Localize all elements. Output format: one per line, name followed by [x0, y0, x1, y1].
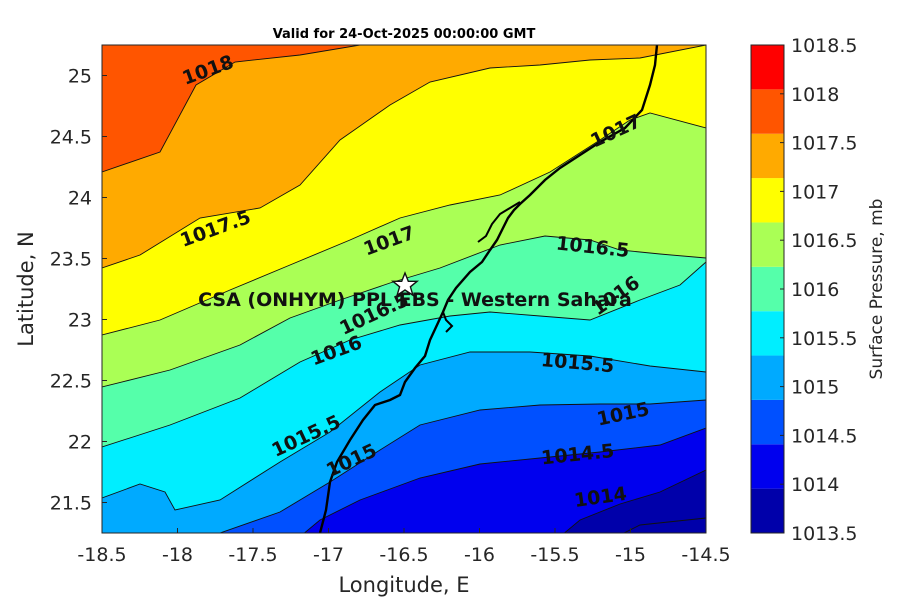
contour-line-1017.5 — [102, 45, 706, 269]
y-tick-label: 23 — [68, 310, 92, 332]
x-tick-label: -15 — [615, 544, 646, 566]
contour-line-1015.5 — [102, 351, 706, 511]
colorbar-swatch — [751, 311, 784, 356]
chart-title: Valid for 24-Oct-2025 00:00:00 GMT — [273, 27, 536, 42]
colorbar-swatch — [751, 222, 784, 267]
colorbar-swatch — [751, 133, 784, 179]
colorbar-tick-label: 1016 — [791, 279, 839, 301]
colorbar-swatch — [751, 89, 784, 134]
colorbar-swatch — [751, 444, 784, 489]
band-1014 — [102, 428, 706, 533]
station-star-icon — [390, 271, 420, 297]
peninsula — [442, 311, 454, 333]
contour-line-1013.5 — [622, 517, 706, 533]
colorbar-tick-label: 1014 — [791, 474, 839, 496]
y-tick-label: 24.5 — [50, 127, 92, 149]
colorbar-tick-label: 1014.5 — [791, 425, 857, 447]
x-tick-label: -16 — [464, 544, 495, 566]
colorbar-tick-label: 1015 — [791, 377, 839, 399]
x-tick-label: -15.5 — [530, 544, 579, 566]
y-axis-ticks: 21.5 22 22.5 23 23.5 24 24.5 25 — [50, 66, 107, 515]
y-tick-label: 22 — [68, 432, 92, 454]
colorbar-tick-label: 1018 — [791, 84, 839, 106]
x-tick-label: -18.5 — [77, 544, 126, 566]
x-axis-label: Longitude, E — [338, 573, 469, 597]
colorbar-tick-label: 1017 — [791, 181, 839, 203]
x-tick-label: -18 — [162, 544, 193, 566]
contour-line-1017 — [102, 112, 706, 336]
station-label: CSA (ONHYM) PPL EBS - Western Sahara — [198, 289, 632, 311]
colorbar-label: Surface Pressure, mb — [867, 199, 887, 380]
contour-line-1016.5 — [102, 235, 706, 388]
x-axis-ticks: -18.5 -18 -17.5 -17 -16.5 -16 -15.5 -15 -14.5 — [77, 528, 731, 566]
contour-line-1016 — [102, 261, 706, 448]
x-tick-label: -17 — [313, 544, 344, 566]
contour-line-1014 — [563, 469, 706, 533]
x-tick-label: -16.5 — [379, 544, 428, 566]
colorbar-swatch — [751, 266, 784, 312]
colorbar-tick-label: 1016.5 — [791, 230, 857, 252]
colorbar-swatch — [751, 45, 784, 90]
colorbar-tick-label: 1013.5 — [791, 523, 857, 545]
y-tick-label: 23.5 — [50, 249, 92, 271]
coastline — [318, 45, 659, 533]
y-axis-label: Latitude, N — [14, 231, 38, 347]
colorbar-swatch — [751, 399, 784, 445]
colorbar: 1013.5 1014 1014.5 1015 1015.5 1016 1016.5 1017… — [750, 35, 857, 545]
x-tick-label: -14.5 — [681, 544, 730, 566]
colorbar-tick-label: 1018.5 — [791, 35, 857, 57]
band-1013.5 — [102, 470, 706, 533]
plot-area: CSA (ONHYM) PPL EBS - Western Sahara 101… — [102, 45, 706, 533]
y-tick-label: 25 — [68, 66, 92, 88]
colorbar-swatch — [751, 355, 784, 400]
y-tick-label: 24 — [68, 188, 92, 210]
colorbar-tick-label: 1017.5 — [791, 133, 857, 155]
colorbar-swatch — [751, 488, 784, 533]
contour-line-1018 — [102, 45, 361, 173]
x-tick-label: -17.5 — [228, 544, 277, 566]
colorbar-swatch — [751, 178, 784, 223]
coastal-inlet — [477, 201, 521, 243]
colorbar-tick-label: 1015.5 — [791, 328, 857, 350]
y-tick-label: 21.5 — [50, 493, 92, 515]
contour-line-1014.5 — [303, 427, 706, 533]
contour-line-1015 — [218, 399, 706, 533]
y-tick-label: 22.5 — [50, 371, 92, 393]
